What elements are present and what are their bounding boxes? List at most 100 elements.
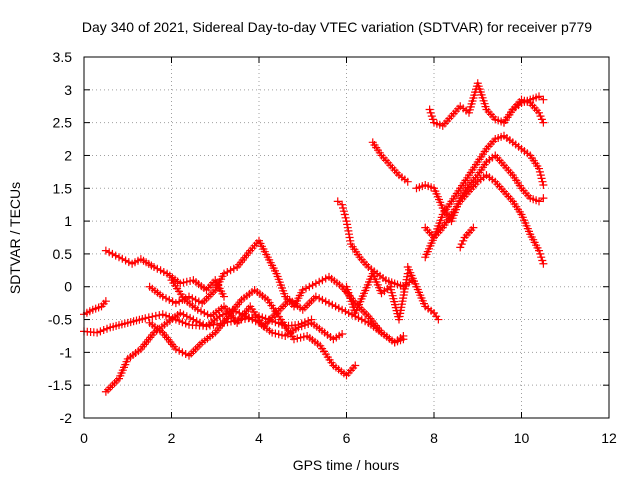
- data-point: [364, 318, 383, 335]
- series-arc-6: [145, 236, 408, 347]
- data-point: [237, 288, 256, 304]
- y-tick-label: -1: [60, 344, 73, 360]
- data-point: [285, 295, 305, 312]
- data-point: [500, 108, 515, 127]
- y-tick-label: -0.5: [48, 312, 72, 328]
- data-point: [430, 308, 441, 321]
- data-point: [158, 292, 177, 306]
- data-point: [255, 236, 271, 259]
- data-point: [298, 281, 317, 295]
- data-point: [250, 286, 270, 302]
- data-point: [123, 315, 147, 327]
- data-point: [377, 151, 393, 167]
- data-point: [491, 151, 506, 167]
- data-point: [395, 171, 409, 184]
- data-point: [211, 314, 231, 337]
- data-point: [390, 279, 405, 290]
- data-point: [311, 292, 330, 306]
- y-tick-label: 1: [64, 213, 72, 229]
- data-point: [377, 328, 396, 345]
- data-point: [368, 269, 385, 295]
- data-point: [390, 334, 405, 347]
- data-point: [447, 200, 463, 219]
- data-point: [430, 184, 446, 210]
- series-arc-7: [167, 276, 408, 347]
- x-tick-label: 12: [601, 430, 617, 446]
- data-point: [93, 324, 111, 337]
- data-point: [268, 328, 286, 340]
- x-tick-labels: 0 2 4 6 8 10 12: [80, 430, 617, 446]
- data-point: [517, 95, 532, 106]
- data-point: [311, 274, 330, 288]
- data-point: [517, 184, 533, 200]
- x-axis-label: GPS time / hours: [293, 457, 400, 473]
- data-point: [115, 357, 131, 383]
- data-point: [465, 160, 480, 180]
- data-point: [526, 151, 542, 170]
- data-point: [386, 161, 401, 177]
- chart-title: Day 340 of 2021, Sidereal Day-to-day VTE…: [82, 19, 592, 35]
- data-point: [456, 102, 471, 115]
- data-point: [526, 98, 541, 115]
- data-point: [412, 282, 428, 308]
- data-point: [176, 277, 195, 288]
- data-point: [316, 341, 336, 367]
- data-point: [508, 171, 524, 190]
- data-point: [198, 288, 218, 308]
- data-point: [106, 319, 129, 332]
- data-point: [101, 376, 121, 396]
- data-point: [136, 255, 156, 270]
- data-point: [80, 327, 98, 337]
- y-axis-label: SDTVAR / TECUs: [7, 182, 23, 294]
- data-point: [342, 364, 358, 380]
- data-point: [368, 138, 384, 157]
- data-point: [185, 340, 204, 360]
- y-tick-label: 0.5: [53, 246, 73, 262]
- data-point: [539, 259, 548, 268]
- data-point: [395, 272, 412, 324]
- data-point: [167, 276, 187, 301]
- data-point: [150, 263, 168, 276]
- data-point: [473, 147, 489, 167]
- data-point: [202, 314, 221, 331]
- data-point: [338, 329, 347, 338]
- data-point: [491, 115, 506, 126]
- data-point: [355, 253, 371, 269]
- data-point: [399, 331, 408, 340]
- data-point: [500, 131, 514, 145]
- series-arc-15: [421, 171, 548, 268]
- data-point: [325, 272, 344, 289]
- series-arc-9: [342, 269, 412, 324]
- data-point: [171, 345, 190, 358]
- data-point: [276, 315, 297, 341]
- data-point: [145, 282, 165, 299]
- data-point: [447, 186, 463, 206]
- y-tick-label: 2.5: [53, 115, 73, 131]
- data-point: [298, 294, 318, 314]
- data-point: [482, 137, 498, 153]
- data-point: [211, 272, 227, 295]
- data-series: [80, 79, 548, 396]
- data-point: [473, 160, 489, 180]
- axis-ticks: [83, 56, 610, 419]
- data-point: [180, 295, 200, 312]
- data-point: [421, 236, 437, 262]
- data-point: [290, 332, 308, 344]
- x-tick-label: 4: [255, 430, 263, 446]
- data-point: [430, 118, 444, 129]
- series-arc-10: [403, 263, 443, 324]
- series-arc-14: [421, 131, 548, 242]
- data-point: [246, 302, 266, 328]
- data-point: [272, 269, 289, 298]
- data-point: [101, 246, 120, 260]
- y-tick-label: -2: [60, 410, 73, 426]
- x-tick-label: 2: [168, 430, 176, 446]
- data-point: [412, 182, 427, 193]
- data-point: [456, 236, 468, 252]
- data-point: [128, 256, 142, 268]
- data-point: [508, 197, 524, 216]
- data-point: [430, 226, 445, 242]
- data-point: [456, 190, 471, 206]
- series-arc-13: [425, 79, 548, 130]
